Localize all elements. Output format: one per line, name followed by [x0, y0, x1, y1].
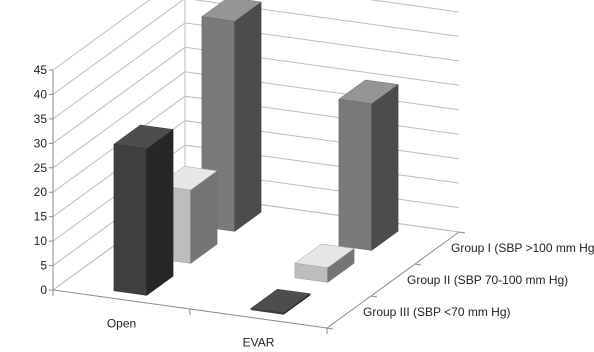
- chart-labels: 0 5 10 15 20 25 30 35 40 45 Open EVAR Group I (SBP >…: [34, 63, 594, 350]
- bar: [294, 243, 355, 283]
- bar: [113, 124, 174, 296]
- gridline: [52, 0, 460, 71]
- y-tick-label: 35: [34, 112, 48, 126]
- chart-bars: [113, 0, 399, 315]
- bar-front-face: [338, 98, 372, 251]
- series-label: Group I (SBP >100 mm Hg): [451, 241, 594, 255]
- y-tick-label: 15: [34, 210, 48, 224]
- bar-top-face: [338, 79, 399, 104]
- y-tick-label: 30: [34, 136, 48, 150]
- z-tick-mark: [414, 263, 422, 266]
- bar-side-face: [371, 84, 399, 251]
- bar: [338, 79, 399, 251]
- y-tick-label: 0: [40, 283, 47, 297]
- z-tick-mark: [326, 327, 334, 330]
- bar-side-face: [234, 1, 262, 232]
- category-label: Open: [107, 317, 136, 331]
- series-label: Group II (SBP 70-100 mm Hg): [407, 273, 568, 287]
- z-tick-mark: [370, 295, 378, 298]
- y-tick-label: 40: [34, 87, 48, 101]
- y-tick-label: 20: [34, 185, 48, 199]
- y-tick-label: 25: [34, 161, 48, 175]
- z-tick-mark: [458, 231, 466, 234]
- y-tick-label: 10: [34, 234, 48, 248]
- series-label: Group III (SBP <70 mm Hg): [363, 305, 511, 319]
- y-tick-label: 5: [40, 259, 47, 273]
- bar-top-face: [113, 124, 174, 149]
- category-label: EVAR: [243, 336, 275, 350]
- bar-top-face: [250, 288, 311, 314]
- gridline: [52, 0, 460, 95]
- bar-top-face: [294, 243, 355, 268]
- bar-top-face: [201, 0, 262, 22]
- depth-axis-line: [326, 231, 460, 329]
- bar-side-face: [146, 129, 174, 296]
- bar: [250, 288, 311, 315]
- bar-front-face: [113, 143, 147, 296]
- y-tick-label: 45: [34, 63, 48, 77]
